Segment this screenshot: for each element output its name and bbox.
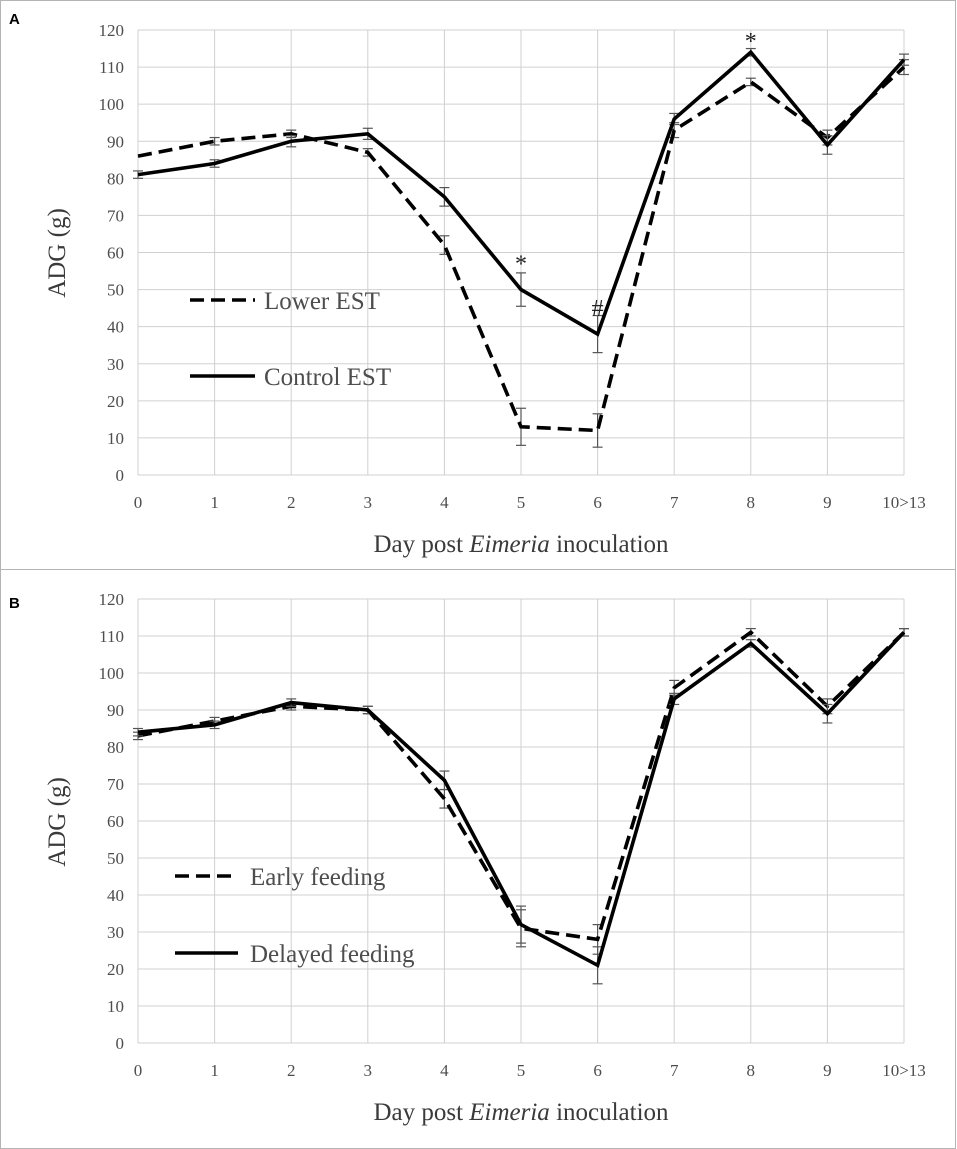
y-tick-label: 100: [99, 664, 125, 683]
x-tick-label: 9: [823, 493, 832, 512]
x-tick-label: 5: [517, 493, 526, 512]
chart-panel-b: B 0 10 20 30 40 50 60 70 80 90 100 110 120 0 1 2 3 4 5 6 7 8 9 1…: [9, 590, 926, 1126]
x-tick-label: 1: [210, 493, 219, 512]
y-tick-label: 0: [116, 466, 125, 485]
significance-marker: *: [515, 252, 527, 278]
x-axis-title-italic: Eimeria: [468, 1099, 550, 1126]
x-axis-title: Day post Eimeria inoculation: [373, 1099, 669, 1126]
x-tick-label: 3: [364, 493, 373, 512]
panel-b-frame: [0, 569, 956, 1149]
x-tick-label: 4: [440, 493, 449, 512]
y-tick-label: 60: [107, 244, 124, 263]
series-line-lower-est: [137, 65, 906, 433]
x-tick-label: 0: [134, 1061, 143, 1080]
y-tick-label: 20: [107, 392, 124, 411]
y-tick-label: 70: [107, 775, 124, 794]
x-tick-label: 4: [440, 1061, 449, 1080]
y-tick-label: 80: [107, 169, 124, 188]
x-tick-label: 7: [670, 1061, 679, 1080]
y-tick-label: 10: [107, 997, 124, 1016]
legend-label: Early feeding: [250, 864, 386, 891]
x-tick-label: 3: [364, 1061, 373, 1080]
y-axis-title: ADG (g): [44, 777, 71, 867]
y-axis-title: ADG (g): [44, 208, 71, 298]
x-tick-label: 5: [517, 1061, 526, 1080]
y-tick-label: 60: [107, 812, 124, 831]
significance-marker: #: [592, 296, 604, 322]
x-axis-title-suffix: inoculation: [550, 531, 669, 558]
y-tick-label: 10: [107, 429, 124, 448]
x-tick-label: 10>13: [882, 493, 926, 512]
y-tick-label: 120: [99, 21, 125, 40]
y-tick-label: 50: [107, 849, 124, 868]
y-tick-label: 30: [107, 923, 124, 942]
y-tick-label: 120: [99, 590, 125, 609]
y-tick-label: 30: [107, 355, 124, 374]
x-tick-label: 2: [287, 1061, 296, 1080]
y-tick-label: 0: [116, 1034, 125, 1053]
x-axis-title: Day post Eimeria inoculation: [373, 531, 669, 558]
y-tick-label: 40: [107, 886, 124, 905]
y-tick-label: 110: [99, 58, 124, 77]
y-tick-label: 70: [107, 206, 124, 225]
x-tick-label: 0: [134, 493, 143, 512]
x-axis-title-suffix: inoculation: [550, 1099, 669, 1126]
panel-letter: A: [9, 11, 20, 28]
legend-label: Lower EST: [264, 288, 380, 315]
chart-panel-a: A 0 10 20 30 40 50 60 70 80 90 100 110 120 0 1 2 3 4 5 6 7 8 9 1…: [9, 11, 926, 558]
x-axis-title-prefix: Day post: [373, 531, 469, 558]
series-line-control-est: [137, 49, 906, 337]
legend-label: Delayed feeding: [250, 941, 415, 968]
x-axis-title-prefix: Day post: [373, 1099, 469, 1126]
x-tick-label: 2: [287, 493, 296, 512]
y-tick-label: 100: [99, 95, 125, 114]
y-tick-label: 90: [107, 701, 124, 720]
y-tick-label: 80: [107, 738, 124, 757]
x-tick-label: 10>13: [882, 1061, 926, 1080]
series-line-delayed-feeding: [137, 631, 906, 968]
legend-label: Control EST: [264, 364, 391, 391]
x-axis-title-italic: Eimeria: [468, 531, 550, 558]
significance-marker: *: [745, 29, 757, 55]
x-tick-label: 6: [593, 493, 602, 512]
x-tick-label: 8: [747, 493, 756, 512]
y-tick-label: 50: [107, 281, 124, 300]
panel-letter: B: [9, 595, 20, 612]
y-tick-label: 90: [107, 132, 124, 151]
x-tick-label: 6: [593, 1061, 602, 1080]
y-tick-label: 40: [107, 318, 124, 337]
x-tick-label: 9: [823, 1061, 832, 1080]
x-tick-label: 7: [670, 493, 679, 512]
x-tick-label: 1: [210, 1061, 219, 1080]
x-tick-label: 8: [747, 1061, 756, 1080]
y-tick-label: 20: [107, 960, 124, 979]
y-tick-label: 110: [99, 627, 124, 646]
